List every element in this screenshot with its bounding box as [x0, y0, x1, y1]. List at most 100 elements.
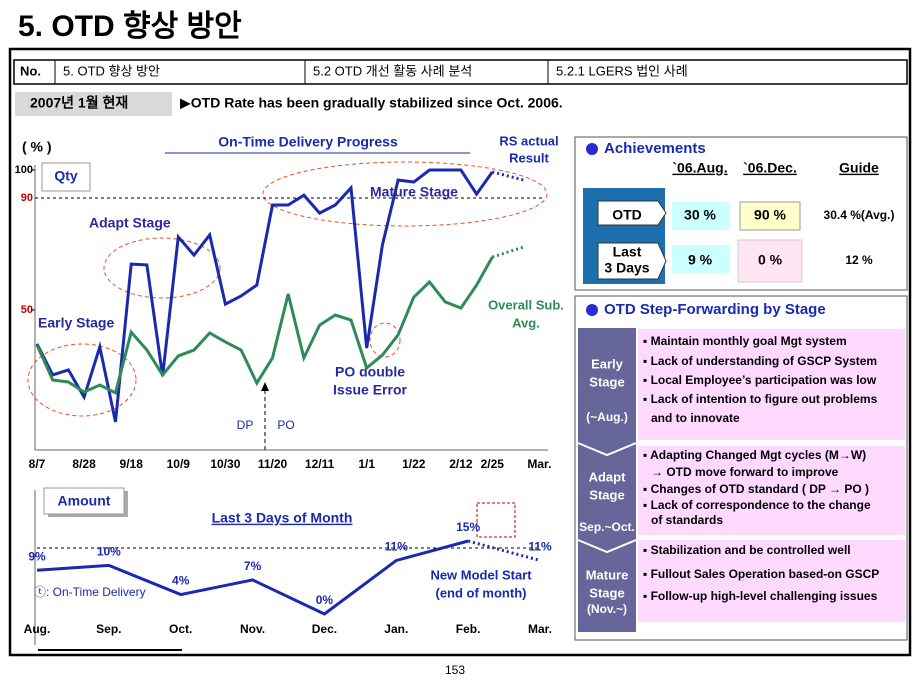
annotation: Result: [509, 150, 549, 165]
date: 2007년 1월 현재: [30, 95, 128, 111]
cell: 90 %: [754, 207, 786, 223]
ellipse: [262, 161, 548, 227]
data-label: 4%: [172, 574, 190, 588]
data-label: 7%: [244, 559, 262, 573]
x-tick-label: Aug.: [24, 622, 51, 636]
forecast-line: [491, 170, 525, 182]
annotation: Overall Sub.: [488, 297, 564, 312]
section-title: OTD Step-Forwarding by Stage: [604, 301, 826, 318]
nav-bar: [13, 59, 908, 85]
x-tick-label: Sep.: [96, 622, 121, 636]
stage-period: (~Aug.): [586, 410, 628, 424]
annotation: PO double: [335, 364, 405, 380]
cell: 30.4 %(Avg.): [824, 208, 895, 222]
line: [35, 168, 494, 423]
x-tick-label: 10/30: [210, 457, 240, 471]
badge-text: Amount: [58, 493, 111, 509]
y-tick-label: 50: [21, 304, 33, 316]
stage-line: ▪ Lack of intention to figure out proble…: [643, 392, 878, 406]
cell-box: [739, 201, 801, 231]
frame: [8, 47, 912, 657]
row-label: OTD: [612, 207, 642, 223]
cell: 30 %: [684, 207, 716, 223]
stage-line: ▪ Stabilization and be controlled well: [643, 543, 851, 557]
stage-panel: [638, 329, 905, 440]
row-label: 3 Days: [604, 260, 649, 276]
slide-title: 5. OTD 향상 방안: [18, 10, 242, 43]
stage-panel: [638, 446, 905, 535]
ellipse: [103, 237, 221, 299]
annotation: RS actual: [499, 133, 558, 148]
stage-name: Stage: [589, 487, 624, 502]
x-tick-label: 10/9: [167, 457, 191, 471]
nav-cell: 5.2 OTD 개선 활동 사례 분석: [313, 63, 472, 78]
data-label: 10%: [97, 545, 121, 559]
nav-cell: 5.2.1 LGERS 법인 사례: [556, 63, 688, 78]
stage-name: Stage: [589, 585, 624, 600]
x-tick-label: Dec.: [312, 622, 337, 636]
cell: 0 %: [758, 252, 783, 268]
stage-line: → OTD move forward to improve: [651, 465, 839, 479]
annotation: DP: [237, 418, 254, 432]
banner-text: ▶OTD Rate has been gradually stabilized …: [180, 95, 563, 111]
x-tick-label: 2/25: [481, 457, 505, 471]
x-tick-label: 9/18: [120, 457, 144, 471]
arrow: [261, 382, 269, 391]
x-tick-label: 12/11: [305, 457, 335, 471]
section-title: Achievements: [604, 140, 706, 157]
annotation: PO: [277, 418, 294, 432]
x-tick-label: Mar.: [528, 622, 552, 636]
cell: 9 %: [688, 252, 713, 268]
data-label: 11%: [385, 540, 409, 554]
x-tick-label: Feb.: [456, 622, 481, 636]
x-tick-label: 8/7: [29, 457, 46, 471]
stage-period: (Nov.~): [587, 602, 627, 616]
nav-cell: 5. OTD 향상 방안: [63, 63, 160, 78]
row-label: Last: [613, 244, 642, 260]
stage-ellipses: [27, 161, 548, 417]
y-unit: ( % ): [22, 139, 52, 155]
stage-line: ▪ Fullout Sales Operation based-on GSCP: [643, 567, 879, 581]
annotation: Mature Stage: [370, 184, 458, 200]
row-label-box: [597, 242, 667, 280]
annotation: Adapt Stage: [89, 215, 171, 231]
x-tick-label: Nov.: [240, 622, 265, 636]
line: [36, 539, 469, 616]
column-header: Guide: [839, 160, 879, 176]
cell: 12 %: [845, 253, 873, 267]
x-tick-label: 2/12: [449, 457, 473, 471]
nav-cell: No.: [20, 63, 41, 78]
forecast-line: [491, 245, 525, 259]
stage-name: Early: [591, 356, 624, 371]
y-tick-label: 90: [21, 192, 33, 204]
chart-title: On-Time Delivery Progress: [218, 134, 398, 150]
y-tick-label: 100: [15, 164, 33, 176]
annotation: Early Stage: [38, 315, 114, 331]
date-box: [15, 92, 172, 116]
x-tick-label: 1/1: [358, 457, 375, 471]
x-tick-label: 8/28: [72, 457, 96, 471]
chart-title: Last 3 Days of Month: [212, 510, 353, 526]
x-tick-label: Oct.: [169, 622, 192, 636]
row-label-box: [597, 200, 667, 226]
x-tick-label: Mar.: [527, 457, 551, 471]
ellipse: [369, 322, 401, 358]
chevron: [577, 442, 637, 457]
highlight-box: [476, 502, 516, 538]
ellipse: [27, 343, 137, 417]
data-label: 0%: [316, 593, 334, 607]
stage-period: Sep.~Oct.: [579, 520, 635, 534]
annotation: ⓣ: On-Time Delivery: [34, 585, 146, 599]
data-label: 11%: [528, 540, 552, 554]
stage-name: Mature: [586, 567, 629, 582]
badge-text: Qty: [54, 168, 78, 184]
column-header: `06.Dec.: [743, 160, 797, 176]
annotation: Issue Error: [333, 382, 407, 398]
data-label: 15%: [456, 520, 480, 534]
x-tick-label: 1/22: [402, 457, 426, 471]
line: [35, 256, 494, 396]
x-tick-label: 11/20: [258, 457, 288, 471]
stage-line: ▪ Local Employee’s participation was low: [643, 373, 877, 387]
stage-line: ▪ Lack of correspondence to the change: [643, 498, 871, 512]
